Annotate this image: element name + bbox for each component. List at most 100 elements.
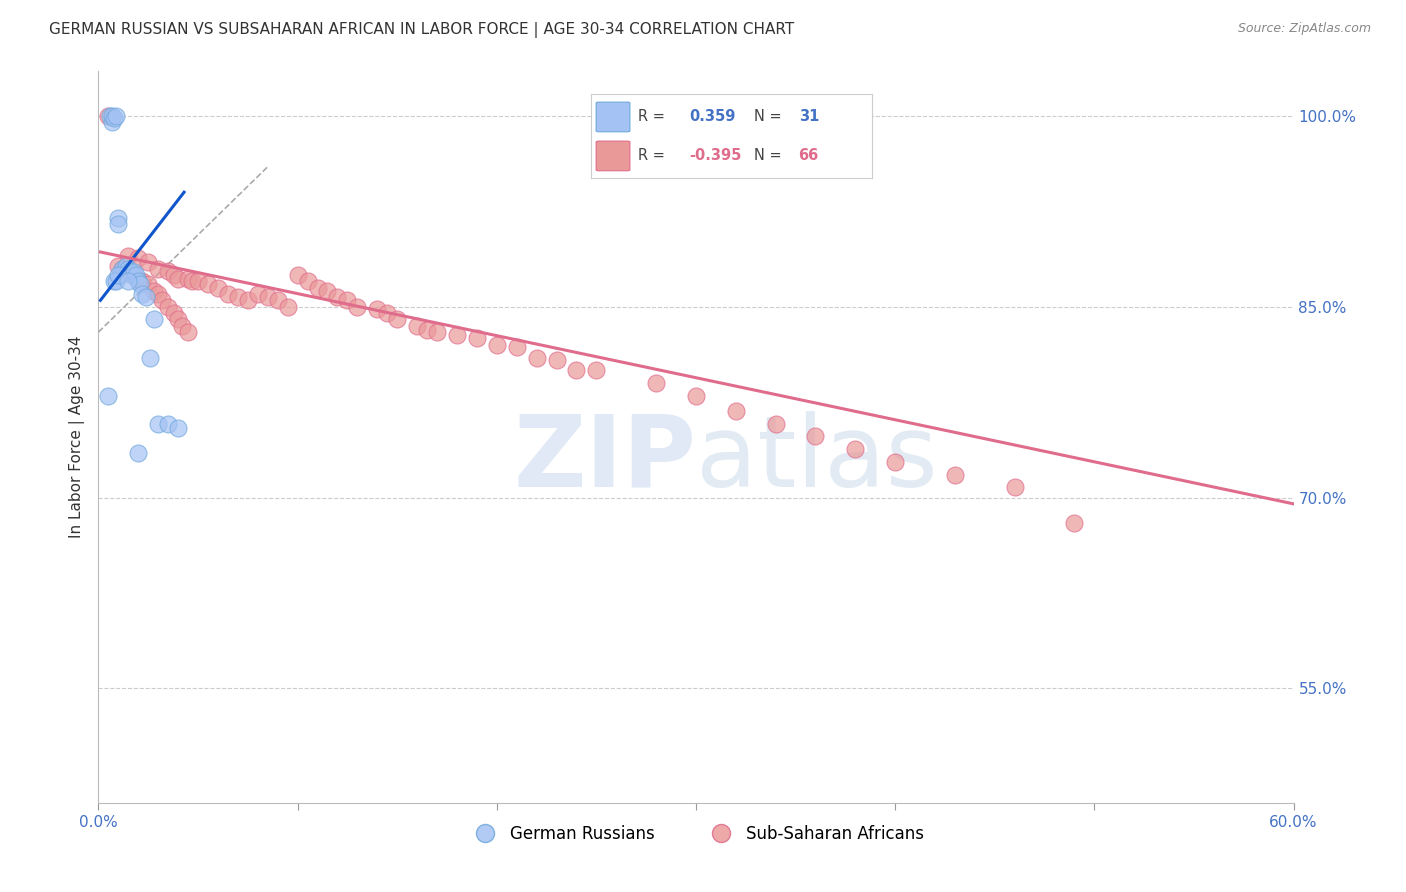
Point <box>307 280 329 294</box>
Text: atlas: atlas <box>696 410 938 508</box>
Text: -0.395: -0.395 <box>689 147 741 162</box>
Point <box>127 446 149 460</box>
Point <box>120 264 142 278</box>
Point <box>127 271 149 285</box>
Point <box>1004 480 1026 494</box>
Point <box>136 277 159 291</box>
Point <box>101 109 124 123</box>
Point <box>375 306 398 320</box>
Text: 0.359: 0.359 <box>689 110 735 125</box>
Point <box>117 249 139 263</box>
Point <box>943 467 966 482</box>
Point <box>131 287 153 301</box>
Point <box>336 293 359 308</box>
Point <box>187 274 209 288</box>
Point <box>115 259 138 273</box>
Point <box>172 318 194 333</box>
Point <box>103 112 125 126</box>
Point <box>127 274 149 288</box>
Point <box>111 261 134 276</box>
Point <box>181 274 204 288</box>
Point <box>585 363 607 377</box>
Text: Source: ZipAtlas.com: Source: ZipAtlas.com <box>1237 22 1371 36</box>
Point <box>139 351 162 365</box>
Point <box>124 268 146 282</box>
Point <box>546 353 568 368</box>
Point <box>246 287 269 301</box>
Point <box>148 261 170 276</box>
FancyBboxPatch shape <box>596 103 630 132</box>
Point <box>98 109 122 123</box>
Point <box>207 280 229 294</box>
Point <box>346 300 368 314</box>
Point <box>724 404 747 418</box>
Text: R =: R = <box>638 147 665 162</box>
Point <box>366 302 388 317</box>
Point <box>107 211 129 225</box>
Point <box>1063 516 1085 530</box>
Point <box>143 312 166 326</box>
Point <box>157 300 180 314</box>
Point <box>117 264 139 278</box>
Point <box>506 340 529 354</box>
Point <box>97 389 120 403</box>
Point <box>157 417 180 431</box>
Point <box>124 265 146 279</box>
Point <box>163 306 186 320</box>
Point <box>117 261 139 276</box>
Text: N =: N = <box>754 147 782 162</box>
Point <box>112 264 135 278</box>
Point <box>110 268 132 282</box>
Text: ZIP: ZIP <box>513 410 696 508</box>
Point <box>416 322 439 336</box>
Point <box>167 271 190 285</box>
Text: 66: 66 <box>799 147 818 162</box>
Text: R =: R = <box>638 110 665 125</box>
Point <box>111 261 134 276</box>
Point <box>765 417 787 431</box>
Point <box>177 325 200 339</box>
Point <box>297 274 319 288</box>
FancyBboxPatch shape <box>596 141 630 170</box>
Point <box>465 331 488 345</box>
Point <box>157 264 180 278</box>
Point <box>167 312 190 326</box>
Point <box>267 293 290 308</box>
Point <box>804 429 827 443</box>
Point <box>167 420 190 434</box>
Text: 31: 31 <box>799 110 818 125</box>
Point <box>226 289 249 303</box>
Point <box>316 285 339 299</box>
Point <box>526 351 548 365</box>
Point <box>446 327 468 342</box>
Point <box>406 318 429 333</box>
Point <box>177 271 200 285</box>
Point <box>105 109 128 123</box>
Point <box>105 274 128 288</box>
Point <box>117 274 139 288</box>
Y-axis label: In Labor Force | Age 30-34: In Labor Force | Age 30-34 <box>69 335 84 539</box>
Point <box>884 455 907 469</box>
Point <box>103 274 125 288</box>
Point <box>129 277 152 291</box>
Point <box>107 217 129 231</box>
Point <box>385 312 409 326</box>
Point <box>277 300 299 314</box>
Point <box>236 293 259 308</box>
Point <box>844 442 866 457</box>
Point <box>143 285 166 299</box>
Point <box>150 293 173 308</box>
Point <box>685 389 707 403</box>
Point <box>148 287 170 301</box>
Point <box>136 255 159 269</box>
Legend: German Russians, Sub-Saharan Africans: German Russians, Sub-Saharan Africans <box>461 818 931 849</box>
Point <box>217 287 239 301</box>
Point <box>426 325 449 339</box>
Point <box>97 109 120 123</box>
Point <box>107 268 129 282</box>
Point <box>135 289 157 303</box>
Text: N =: N = <box>754 110 782 125</box>
Point <box>121 268 143 282</box>
Point <box>101 115 124 129</box>
Point <box>125 268 148 282</box>
